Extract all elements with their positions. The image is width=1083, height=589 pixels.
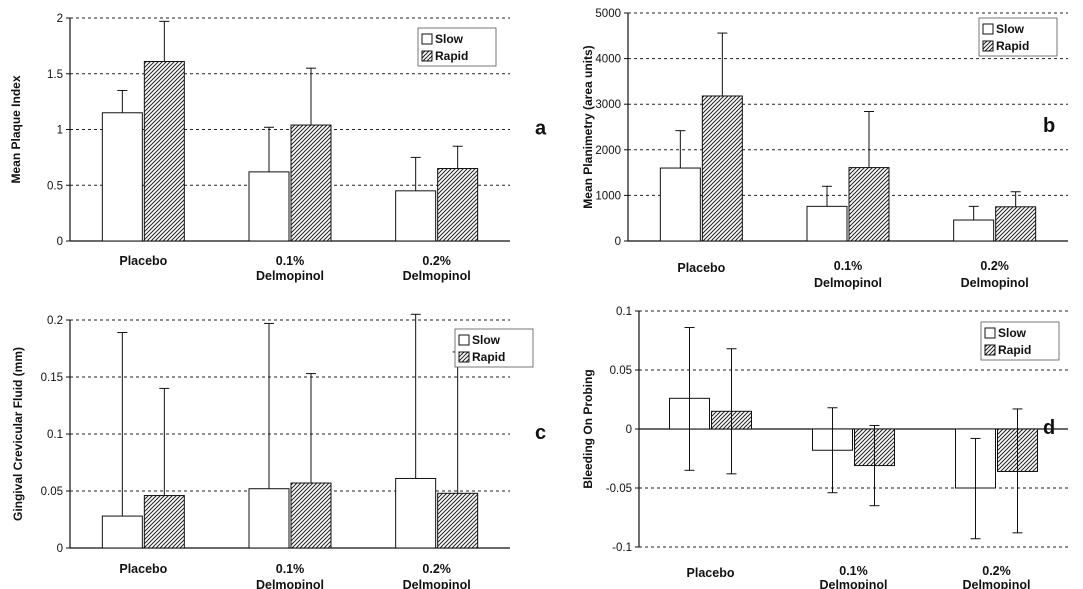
bar-slow bbox=[659, 167, 701, 242]
panel-label: b bbox=[1043, 115, 1055, 137]
bar-slow bbox=[395, 190, 437, 242]
bar-slow bbox=[248, 488, 290, 549]
panel-b: 0 1000 2000 3000 4000 5000 Mean Planimetry (ar… bbox=[581, 8, 1068, 290]
bar-rapid bbox=[437, 168, 479, 242]
category-label: 0.1% bbox=[276, 254, 305, 268]
category-label: Placebo bbox=[687, 566, 735, 580]
legend-label: Rapid bbox=[435, 49, 468, 63]
y-tick-label: 0.5 bbox=[47, 180, 63, 192]
legend-label: Rapid bbox=[996, 39, 1029, 53]
legend-label: Rapid bbox=[472, 350, 505, 364]
bar-rapid bbox=[437, 492, 479, 549]
category-label: 0.2% bbox=[422, 254, 451, 268]
y-tick-label: 0.05 bbox=[41, 486, 63, 498]
y-tick-label: 1 bbox=[57, 125, 63, 137]
category-label: Delmopinol bbox=[819, 578, 887, 589]
y-tick-label: 0 bbox=[615, 236, 621, 248]
category-label: Delmopinol bbox=[403, 269, 471, 283]
y-tick-label: -0.05 bbox=[606, 483, 632, 495]
category-label: 0.1% bbox=[834, 259, 863, 273]
bar-rapid bbox=[995, 206, 1037, 242]
category-label: Placebo bbox=[677, 261, 725, 275]
panel-label: d bbox=[1043, 417, 1055, 439]
legend-swatch bbox=[982, 23, 994, 35]
legend-swatch bbox=[984, 327, 996, 339]
y-tick-label: 1000 bbox=[595, 190, 621, 202]
category-label: Delmopinol bbox=[962, 578, 1030, 589]
legend-swatch bbox=[421, 50, 433, 62]
bar-slow bbox=[101, 515, 143, 549]
y-tick-label: 2 bbox=[57, 13, 63, 25]
bar-slow bbox=[806, 205, 848, 242]
bar-rapid bbox=[701, 95, 743, 242]
category-label: 0.2% bbox=[980, 259, 1009, 273]
category-label: Placebo bbox=[119, 254, 167, 268]
category-label: 0.2% bbox=[422, 562, 451, 576]
legend-swatch bbox=[982, 40, 994, 52]
y-tick-label: 0.1 bbox=[616, 306, 632, 318]
category-label: 0.1% bbox=[276, 562, 305, 576]
category-label: Delmopinol bbox=[814, 276, 882, 290]
bar-rapid bbox=[290, 124, 332, 242]
y-axis-label: Gingival Crevicular Fluid (mm) bbox=[11, 347, 25, 521]
legend-swatch bbox=[458, 351, 470, 363]
category-label: Delmopinol bbox=[256, 578, 324, 589]
bar-rapid bbox=[848, 167, 890, 242]
y-tick-label: -0.1 bbox=[612, 542, 632, 554]
y-axis-label: Bleeding On Probing bbox=[581, 369, 595, 488]
category-label: Delmopinol bbox=[961, 276, 1029, 290]
y-tick-label: 1.5 bbox=[47, 69, 63, 81]
y-tick-label: 0.2 bbox=[47, 315, 63, 327]
category-label: Placebo bbox=[119, 562, 167, 576]
legend-label: Rapid bbox=[998, 343, 1031, 357]
bar-slow bbox=[248, 171, 290, 242]
category-label: Delmopinol bbox=[256, 269, 324, 283]
y-axis-label: Mean Plaque Index bbox=[9, 75, 23, 183]
panel-d: -0.1 -0.05 0 0.05 0.1 Bleeding On Probing d Pla… bbox=[581, 306, 1068, 589]
legend-label: Slow bbox=[435, 32, 464, 46]
y-tick-label: 0.15 bbox=[41, 372, 63, 384]
legend-swatch bbox=[984, 344, 996, 356]
legend-label: Slow bbox=[998, 326, 1027, 340]
panel-c: 0 0.05 0.1 0.15 0.2 Gingival Crevicular Fluid… bbox=[11, 313, 546, 589]
legend-swatch bbox=[421, 33, 433, 45]
bar-rapid bbox=[143, 495, 185, 549]
panel-label: a bbox=[535, 118, 547, 140]
y-tick-label: 0.1 bbox=[47, 429, 63, 441]
category-label: 0.1% bbox=[839, 564, 868, 578]
y-tick-label: 4000 bbox=[595, 54, 621, 66]
category-label: 0.2% bbox=[982, 564, 1011, 578]
y-tick-label: 0.05 bbox=[610, 365, 632, 377]
panel-label: c bbox=[535, 422, 546, 444]
y-tick-label: 3000 bbox=[595, 99, 621, 111]
legend-label: Slow bbox=[472, 333, 501, 347]
bar-slow bbox=[395, 477, 437, 549]
bar-rapid bbox=[290, 482, 332, 549]
legend-label: Slow bbox=[996, 22, 1025, 36]
legend-swatch bbox=[458, 334, 470, 346]
y-tick-label: 0 bbox=[57, 236, 63, 248]
y-tick-label: 5000 bbox=[595, 8, 621, 20]
y-tick-label: 0 bbox=[57, 543, 63, 555]
bar-slow bbox=[101, 112, 143, 242]
y-tick-label: 0 bbox=[626, 424, 632, 436]
bar-rapid bbox=[143, 60, 185, 242]
bar-slow bbox=[953, 219, 995, 242]
y-axis-label: Mean Planimetry (area units) bbox=[581, 45, 595, 208]
category-label: Delmopinol bbox=[403, 578, 471, 589]
y-tick-label: 2000 bbox=[595, 145, 621, 157]
